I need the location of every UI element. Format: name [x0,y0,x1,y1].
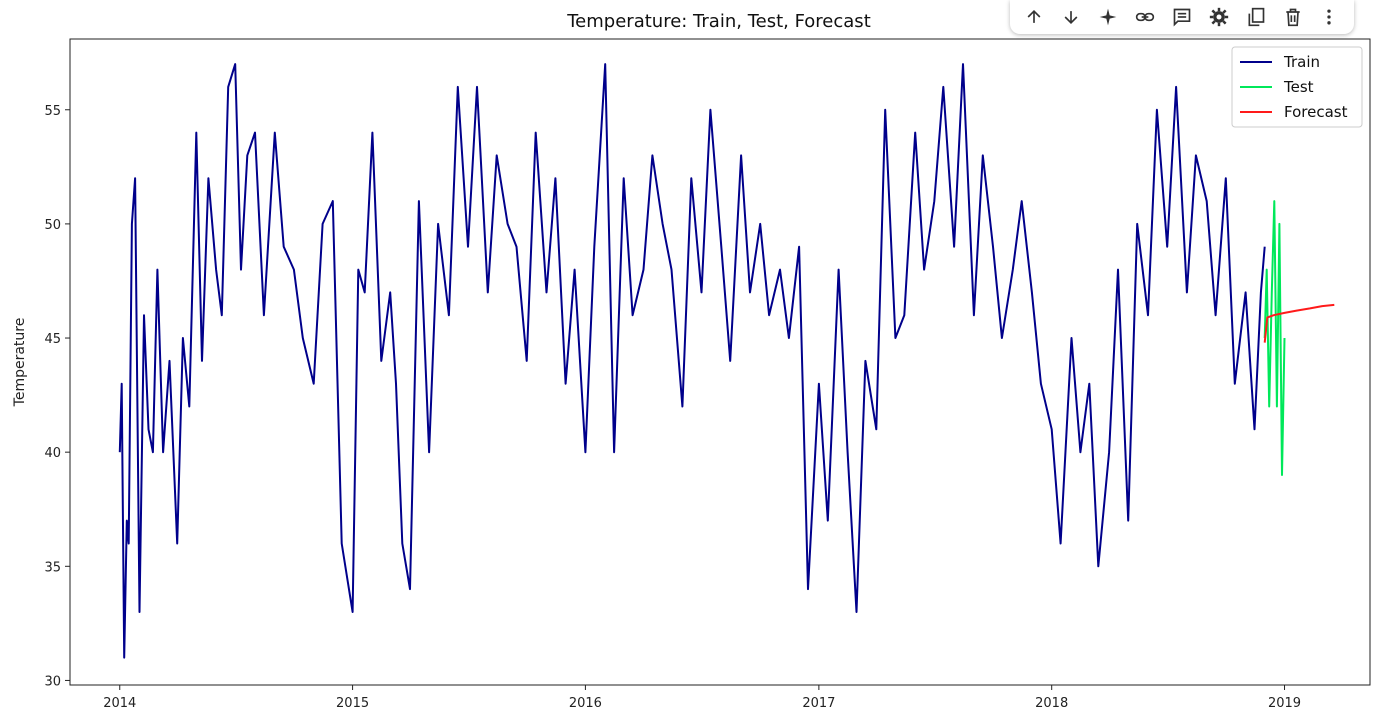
series-line-forecast [1263,303,1335,343]
delete-button[interactable] [1278,2,1308,32]
settings-button[interactable] [1204,2,1234,32]
trash-icon [1285,8,1300,27]
legend: Train Test Forecast [1231,46,1363,128]
y-tick-label: 40 [44,446,61,461]
link-icon [1135,12,1155,22]
comment-icon [1173,8,1191,27]
axes-frame [69,38,1371,686]
more-options-button[interactable] [1314,2,1344,32]
more-vert-icon [1327,9,1332,25]
series-line-train [118,63,1266,659]
x-tick-label: 2014 [103,696,136,711]
y-tick-label: 50 [44,218,61,233]
y-tick-label: 35 [44,560,61,575]
legend-label-test: Test [1283,78,1314,96]
y-tick-label: 30 [44,674,61,689]
mirror-cell-button[interactable] [1241,2,1271,32]
series-line-test [1263,200,1286,476]
x-tick-label: 2019 [1268,696,1301,711]
y-axis-label: Temperature [12,318,28,408]
gear-icon [1209,7,1228,27]
move-down-icon [1064,11,1078,25]
mirror-cell-icon [1248,7,1265,27]
sparkle-icon [1099,8,1117,26]
move-down-button[interactable] [1056,2,1086,32]
comment-button[interactable] [1167,2,1197,32]
sparkle-button[interactable] [1093,2,1123,32]
plot-area [118,63,1335,659]
y-tick-label: 45 [44,332,61,347]
y-axis: 30 35 40 45 50 55 [44,104,70,689]
legend-box [1231,46,1363,128]
move-up-button[interactable] [1019,2,1049,32]
x-axis: 2014 2015 2016 2017 2018 2019 [103,685,1301,711]
y-tick-label: 55 [44,104,61,119]
cell-toolbar [1010,0,1354,34]
x-tick-label: 2016 [569,696,602,711]
link-button[interactable] [1130,2,1160,32]
x-tick-label: 2018 [1035,696,1068,711]
move-up-icon [1028,9,1041,23]
legend-label-train: Train [1283,53,1320,71]
x-tick-label: 2017 [802,696,835,711]
legend-label-forecast: Forecast [1284,103,1348,121]
x-tick-label: 2015 [336,696,369,711]
chart-title: Temperature: Train, Test, Forecast [566,11,871,32]
